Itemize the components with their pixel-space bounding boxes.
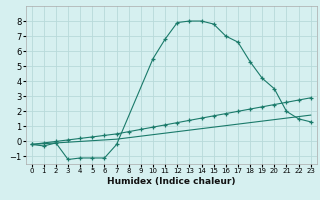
- X-axis label: Humidex (Indice chaleur): Humidex (Indice chaleur): [107, 177, 236, 186]
